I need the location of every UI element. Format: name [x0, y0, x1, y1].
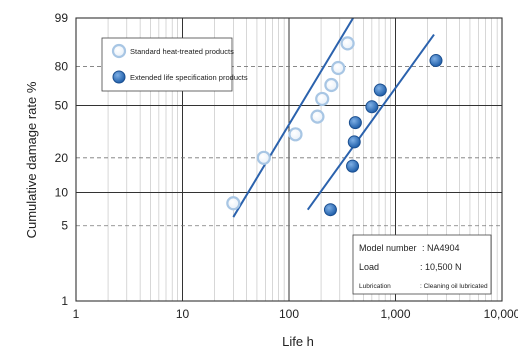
y-tick-label: 20: [55, 151, 69, 165]
point-extended: [323, 203, 337, 217]
fit-line-extended: [306, 33, 435, 211]
x-tick-label: 1: [73, 307, 80, 321]
info-box-frame: [352, 234, 492, 295]
y-tick-label: 10: [55, 185, 69, 199]
data-points: [226, 36, 443, 217]
y-tick-label: 5: [61, 219, 68, 233]
legend-marker-standard: [111, 43, 127, 59]
x-axis-label: Life h: [282, 334, 314, 349]
point-extended: [429, 54, 443, 68]
point-extended: [347, 135, 361, 149]
x-tick-label: 10,000: [484, 307, 518, 321]
info-model-label: Model number: [359, 243, 417, 253]
x-tick-label: 1,000: [380, 307, 410, 321]
point-extended: [346, 159, 360, 173]
x-tick-label: 100: [279, 307, 299, 321]
tick-labels: 1 10 100 1,000 10,000 1 5 10 20 50 80 99: [55, 11, 518, 321]
point-standard: [256, 150, 271, 165]
point-standard: [324, 77, 339, 93]
info-load-value: : 10,500 N: [420, 262, 462, 272]
info-box: Model number : NA4904 Load : 10,500 N Lu…: [352, 234, 492, 295]
y-tick-label: 99: [55, 11, 69, 25]
point-standard: [315, 91, 330, 107]
point-standard: [226, 196, 241, 211]
y-tick-label: 1: [61, 294, 68, 308]
point-standard: [288, 127, 303, 142]
info-lubrication-label: Lubrication: [359, 283, 391, 290]
point-standard: [310, 109, 325, 124]
point-extended: [365, 100, 379, 114]
y-tick-label: 50: [55, 98, 69, 112]
y-axis-label: Cumulative damage rate %: [24, 81, 39, 238]
legend-label-standard: Standard heat-treated products: [130, 47, 234, 56]
fit-line-standard: [232, 17, 354, 218]
plot-frame: [75, 17, 503, 302]
legend-label-extended: Extended life specification products: [130, 73, 248, 82]
point-extended: [373, 83, 387, 97]
info-lubrication-value: : Cleaning oil lubricated: [420, 283, 488, 290]
fit-lines: [232, 17, 435, 218]
x-tick-label: 10: [176, 307, 190, 321]
plot-border: [75, 17, 503, 302]
info-load-label: Load: [359, 262, 379, 272]
point-extended: [348, 116, 362, 130]
legend: Standard heat-treated products Extended …: [101, 37, 248, 92]
y-tick-label: 80: [55, 60, 69, 74]
info-model-value: : NA4904: [422, 243, 460, 253]
point-standard: [331, 60, 346, 76]
point-standard: [340, 36, 355, 51]
legend-marker-extended: [112, 70, 126, 84]
